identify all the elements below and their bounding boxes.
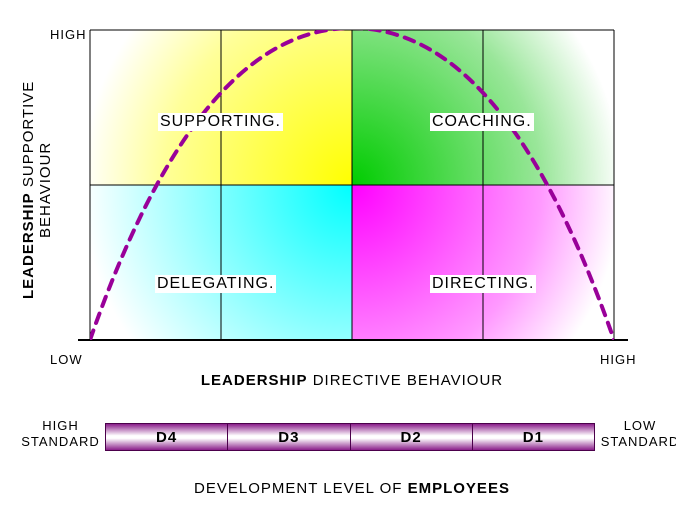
x-axis-title-bold: LEADERSHIP (201, 372, 308, 389)
y-low: LOW (50, 352, 83, 367)
y-axis-title-bold: LEADERSHIP (20, 192, 37, 299)
dev-bar: D4 D3 D2 D1 (105, 423, 595, 451)
dev-title: DEVELOPMENT LEVEL OF EMPLOYEES (150, 480, 554, 497)
label-directing: DIRECTING. (430, 275, 536, 293)
dev-cell-d3: D3 (228, 423, 350, 451)
x-axis-title-rest: DIRECTIVE BEHAVIOUR (313, 372, 503, 389)
y-axis-title: LEADERSHIP SUPPORTIVE BEHAVIOUR (20, 60, 54, 320)
dev-cell-d2: D2 (351, 423, 473, 451)
diagram-canvas: SUPPORTING. COACHING. DELEGATING. DIRECT… (0, 0, 676, 517)
dev-right: LOWSTANDARD (600, 418, 676, 450)
label-coaching: COACHING. (430, 113, 534, 131)
dev-title-rest: DEVELOPMENT LEVEL OF (194, 480, 408, 497)
label-supporting: SUPPORTING. (158, 113, 283, 131)
dev-cell-d1: D1 (473, 423, 595, 451)
x-high: HIGH (600, 352, 637, 367)
dev-title-bold: EMPLOYEES (408, 480, 510, 497)
dev-left: HIGHSTANDARD (18, 418, 103, 450)
dev-cell-d4: D4 (105, 423, 228, 451)
y-high: HIGH (50, 27, 87, 42)
label-delegating: DELEGATING. (155, 275, 276, 293)
x-axis-title: LEADERSHIP DIRECTIVE BEHAVIOUR (150, 372, 554, 389)
